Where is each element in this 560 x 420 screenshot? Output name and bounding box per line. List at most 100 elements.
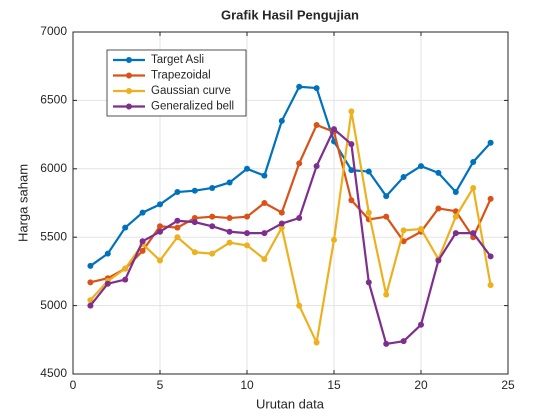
y-axis-label: Harga saham (15, 164, 30, 242)
data-point (296, 215, 303, 222)
data-point (278, 224, 285, 231)
y-tick-label: 5000 (40, 298, 67, 312)
data-point (191, 249, 198, 256)
data-point (209, 223, 216, 230)
data-point (226, 239, 233, 246)
x-tick-label: 0 (70, 378, 77, 392)
data-point (400, 338, 407, 345)
series-line (89, 127, 492, 346)
x-axis-label: Urutan data (256, 396, 325, 411)
series-line (89, 111, 492, 347)
x-tick-label: 20 (414, 378, 428, 392)
data-point (139, 209, 146, 216)
legend: Target Asli Trapezoidal Gaussian curve Gene… (106, 49, 247, 117)
data-point (244, 213, 250, 220)
data-point (418, 225, 424, 232)
data-point (174, 234, 181, 241)
data-point (104, 280, 111, 287)
data-point (157, 223, 163, 230)
data-point (383, 291, 390, 298)
data-point (452, 189, 459, 196)
data-point (400, 174, 407, 181)
data-point (400, 227, 407, 234)
legend-label: Generalized bell (151, 101, 234, 113)
data-point (244, 242, 250, 249)
data-point (191, 219, 198, 226)
data-point (435, 169, 442, 176)
data-point (139, 247, 146, 254)
data-point (418, 163, 424, 170)
data-point (261, 172, 268, 179)
y-tick-label: 5500 (40, 229, 67, 243)
data-point (435, 257, 442, 264)
legend-label: Gaussian curve (151, 85, 231, 97)
legend-label: Target Asli (151, 54, 204, 66)
data-point (331, 236, 337, 243)
data-point (278, 220, 285, 227)
data-point (435, 205, 442, 212)
data-point (122, 276, 129, 283)
data-point (209, 213, 216, 220)
data-point (157, 228, 163, 235)
data-point (470, 230, 477, 237)
data-point (383, 340, 390, 347)
legend-marker (126, 103, 132, 110)
data-point (157, 201, 163, 208)
data-point (122, 265, 129, 272)
x-tick-label: 25 (501, 378, 515, 392)
data-point (104, 250, 111, 257)
data-point (296, 302, 303, 309)
data-point (383, 193, 390, 200)
data-point (87, 262, 94, 269)
data-point (226, 215, 233, 222)
y-tick-label: 6000 (40, 161, 67, 175)
legend-marker (126, 88, 132, 94)
y-tick-label: 7000 (40, 24, 67, 38)
data-point (174, 189, 181, 196)
data-point (174, 224, 181, 231)
data-point (191, 215, 198, 222)
x-tick-label: 5 (157, 378, 164, 392)
data-point (313, 339, 320, 346)
legend-marker (126, 72, 132, 79)
axes-box (72, 31, 509, 375)
data-point (278, 209, 285, 216)
data-point (278, 117, 285, 124)
data-point (226, 179, 233, 186)
y-tick-label: 4500 (40, 366, 67, 380)
data-point (87, 279, 94, 286)
chart-title: Grafik Hasil Pengujian (221, 7, 359, 22)
data-point (365, 168, 372, 175)
data-point (87, 302, 94, 309)
data-point (348, 108, 355, 115)
x-tick-label: 15 (327, 378, 341, 392)
data-point (261, 200, 268, 206)
data-point (261, 230, 268, 237)
y-tick-label: 6500 (40, 93, 67, 107)
data-point (209, 250, 216, 257)
data-point (487, 282, 494, 289)
data-point (157, 257, 163, 264)
data-point (418, 321, 424, 328)
data-point (122, 224, 129, 231)
data-point (244, 230, 250, 237)
data-point (331, 126, 337, 133)
data-point (209, 184, 216, 191)
data-point (487, 139, 494, 146)
data-point (139, 238, 146, 245)
series-line (89, 85, 492, 267)
legend-marker (126, 57, 132, 63)
data-point (348, 197, 355, 204)
data-point (470, 158, 477, 165)
data-point (296, 83, 303, 90)
data-point (313, 122, 320, 129)
data-point (487, 195, 494, 202)
data-point (383, 213, 390, 220)
series-line (90, 123, 492, 284)
data-point (348, 167, 355, 174)
data-point (244, 165, 250, 172)
data-point (365, 279, 372, 286)
data-point (87, 297, 94, 304)
x-tick-label: 10 (240, 378, 254, 392)
